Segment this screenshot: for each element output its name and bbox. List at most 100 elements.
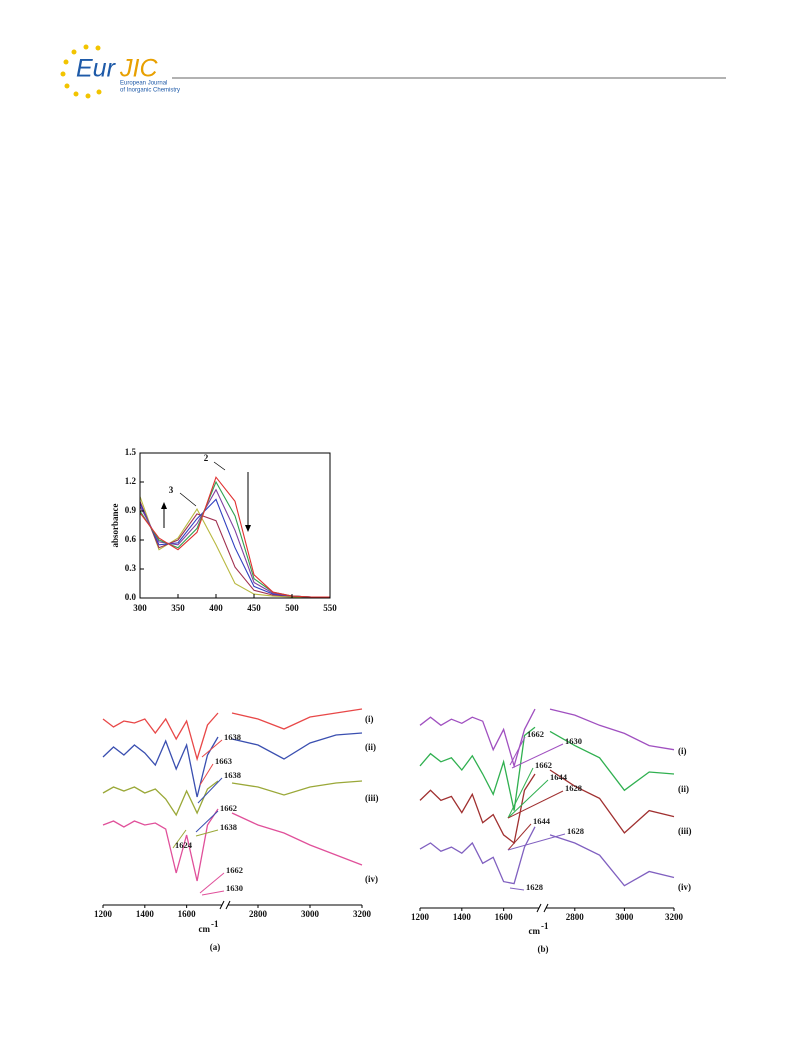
logo-line: of Inorganic Chemistry — [120, 88, 180, 94]
x-axis-label: cm — [199, 924, 211, 934]
peak-leader — [507, 823, 532, 851]
ir-spectrum — [231, 780, 363, 796]
logo-stars — [60, 44, 102, 99]
peak-label: 1644 — [533, 816, 551, 826]
x-tick-label: 300 — [133, 603, 147, 613]
x-tick-label: 1600 — [178, 909, 197, 919]
ir-spectrum — [419, 773, 536, 845]
panel-label: (a) — [210, 942, 221, 952]
arrow-head — [161, 502, 167, 509]
logo: Eur JIC European Journal of Inorganic Ch… — [60, 44, 180, 99]
x-tick-label: 350 — [171, 603, 185, 613]
x-tick-label: 1400 — [136, 909, 155, 919]
peak-label: 1638 — [220, 822, 237, 832]
x-tick-label: 550 — [323, 603, 337, 613]
ir-spectrum — [231, 812, 363, 866]
x-axis-label-sup: -1 — [541, 921, 549, 931]
x-tick-label: 1200 — [411, 912, 430, 922]
ir-spectrum — [231, 732, 363, 760]
arrow-head — [245, 525, 251, 532]
peak-leader — [199, 763, 214, 786]
x-tick-label: 3200 — [665, 912, 684, 922]
peak-leader — [509, 736, 526, 766]
x-tick-label: 3000 — [301, 909, 320, 919]
annotation: 3 — [169, 485, 174, 495]
series-label: (iv) — [678, 882, 691, 892]
ir-spectrum — [419, 826, 536, 885]
spectrum-line — [139, 480, 330, 598]
peak-label: 1624 — [175, 840, 193, 850]
annotation-leader — [213, 461, 226, 471]
y-tick-label: 0.9 — [125, 505, 137, 515]
x-axis-label: cm — [529, 926, 541, 936]
x-tick-label: 1400 — [453, 912, 472, 922]
peak-label: 1638 — [224, 732, 241, 742]
peak-label: 1628 — [567, 826, 584, 836]
annotation-leader — [179, 492, 197, 507]
peak-leader — [507, 779, 549, 819]
x-tick-label: 3000 — [615, 912, 634, 922]
peak-leader — [201, 890, 225, 896]
peak-leader — [507, 767, 534, 819]
y-tick-label: 1.5 — [125, 447, 137, 457]
peak-label: 1662 — [527, 729, 544, 739]
x-tick-label: 3200 — [353, 909, 372, 919]
peak-label: 1628 — [565, 783, 582, 793]
x-tick-label: 2800 — [566, 912, 585, 922]
peak-label: 1638 — [224, 770, 241, 780]
plot-frame — [139, 452, 331, 599]
y-tick-label: 0.0 — [125, 592, 137, 602]
ir-spectrum — [549, 730, 675, 792]
ir-spectrum — [549, 769, 675, 834]
series-label: (i) — [678, 746, 687, 756]
peak-label: 1662 — [535, 760, 552, 770]
y-tick-label: 0.6 — [125, 534, 137, 544]
annotation: 2 — [204, 453, 209, 463]
y-tick-label: 0.3 — [125, 563, 137, 573]
series-label: (ii) — [365, 742, 376, 752]
x-tick-label: 1600 — [495, 912, 514, 922]
ir-spectrum — [549, 834, 675, 887]
ir-spectrum — [419, 708, 536, 769]
y-tick-label: 1.2 — [125, 476, 137, 486]
peak-label: 1628 — [526, 882, 543, 892]
x-tick-label: 450 — [247, 603, 261, 613]
series-label: (iii) — [365, 793, 379, 803]
peak-leader — [511, 743, 564, 769]
ir-spectrum — [102, 808, 219, 882]
ir-spectrum — [549, 708, 675, 751]
peak-leader — [199, 872, 225, 894]
axis-break — [219, 900, 231, 910]
peak-label: 1644 — [550, 772, 568, 782]
ir-spectrum — [419, 726, 536, 811]
logo-main: Eur — [76, 55, 117, 83]
peak-leader — [195, 829, 219, 837]
peak-leader — [195, 810, 219, 833]
peak-label: 1662 — [220, 803, 237, 813]
series-label: (iii) — [678, 826, 692, 836]
ir-spectrum — [102, 712, 219, 762]
x-tick-label: 1200 — [94, 909, 113, 919]
x-axis-label-sup: -1 — [211, 919, 219, 929]
ir-spectrum — [231, 708, 363, 730]
x-tick-label: 500 — [285, 603, 299, 613]
panel-label: (b) — [538, 944, 549, 954]
peak-label: 1630 — [226, 883, 243, 893]
logo-line: European Journal — [120, 81, 167, 87]
ir-spectrum — [102, 736, 219, 798]
peak-leader — [197, 777, 223, 804]
x-tick-label: 400 — [209, 603, 223, 613]
series-label: (ii) — [678, 784, 689, 794]
peak-label: 1662 — [226, 865, 243, 875]
peak-leader — [509, 887, 525, 891]
axis-break — [536, 903, 549, 913]
x-tick-label: 2800 — [249, 909, 268, 919]
peak-leader — [172, 829, 187, 849]
peak-label: 1630 — [565, 736, 582, 746]
peak-label: 1663 — [215, 756, 232, 766]
series-label: (iv) — [365, 874, 378, 884]
peak-leader — [507, 833, 566, 851]
peak-leader — [201, 739, 223, 758]
